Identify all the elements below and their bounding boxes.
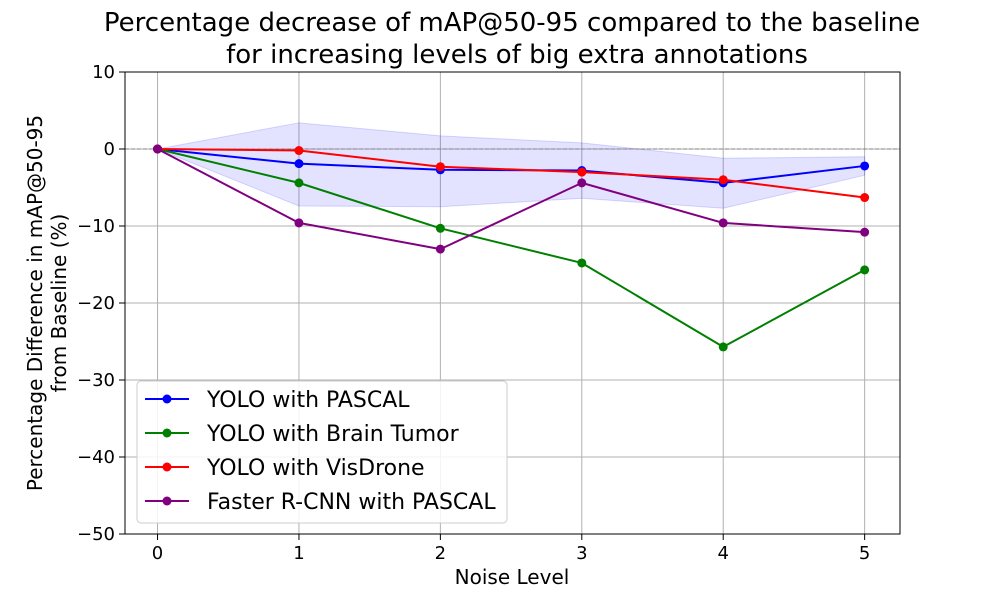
y-tick-label: 10 [92, 62, 115, 83]
data-point [294, 146, 304, 156]
y-axis-label-line-2: from Baseline (%) [47, 214, 71, 393]
data-point [294, 178, 304, 188]
legend-label: YOLO with Brain Tumor [206, 422, 460, 447]
legend-box [136, 380, 508, 524]
data-point [860, 227, 870, 237]
series-group [153, 144, 870, 352]
y-axis-label-line-1: Percentage Difference in mAP@50-95 [23, 115, 47, 491]
legend-item: YOLO with Brain Tumor [145, 422, 460, 447]
data-point [860, 265, 870, 275]
legend-marker [162, 428, 172, 438]
series-3 [153, 144, 870, 203]
y-tick-label: −20 [77, 293, 115, 314]
x-tick-label: 5 [859, 543, 870, 564]
data-point [718, 342, 728, 352]
data-point [718, 218, 728, 228]
data-point [577, 167, 587, 177]
data-point [435, 244, 445, 254]
legend-item: Faster R-CNN with PASCAL [145, 490, 496, 515]
data-point [294, 218, 304, 228]
x-tick-label: 1 [293, 543, 304, 564]
series-line [157, 148, 866, 348]
series-line [157, 148, 865, 199]
x-tick-label: 0 [152, 543, 163, 564]
y-tick-label: −30 [77, 370, 115, 391]
series-4 [153, 144, 870, 254]
legend-marker [162, 496, 172, 506]
x-axis-label: Noise Level [455, 565, 570, 589]
legend-item: YOLO with PASCAL [145, 388, 410, 413]
y-tick-label: −40 [77, 447, 115, 468]
series-2 [153, 144, 870, 352]
data-point [435, 223, 445, 233]
y-tick-label: −10 [77, 216, 115, 237]
x-tick-label: 3 [576, 543, 587, 564]
data-point [718, 175, 728, 185]
chart-title-line-2: for increasing levels of big extra annot… [226, 40, 808, 70]
data-point [860, 161, 870, 171]
y-tick-label: 0 [104, 139, 115, 160]
data-point [860, 193, 870, 203]
data-point [153, 144, 163, 154]
x-tick-label: 4 [717, 543, 728, 564]
series-line [157, 148, 865, 251]
legend-marker [162, 462, 172, 472]
legend-marker [162, 394, 172, 404]
legend: YOLO with PASCAL YOLO with Brain Tumor YOL… [136, 380, 508, 524]
legend-label: YOLO with PASCAL [206, 388, 410, 413]
data-point [577, 258, 587, 268]
legend-label: Faster R-CNN with PASCAL [207, 490, 496, 515]
chart-title-line-1: Percentage decrease of mAP@50-95 compare… [104, 8, 920, 38]
legend-item: YOLO with VisDrone [145, 456, 425, 481]
data-point [294, 159, 304, 169]
y-tick-label: −50 [77, 524, 115, 545]
x-tick-label: 2 [435, 543, 446, 564]
ticks: 0 1 2 3 4 5 10 0 −10 −20 −30 −40 −50 [77, 62, 870, 564]
legend-label: YOLO with VisDrone [206, 456, 425, 481]
data-point [435, 162, 445, 172]
data-point [577, 178, 587, 188]
